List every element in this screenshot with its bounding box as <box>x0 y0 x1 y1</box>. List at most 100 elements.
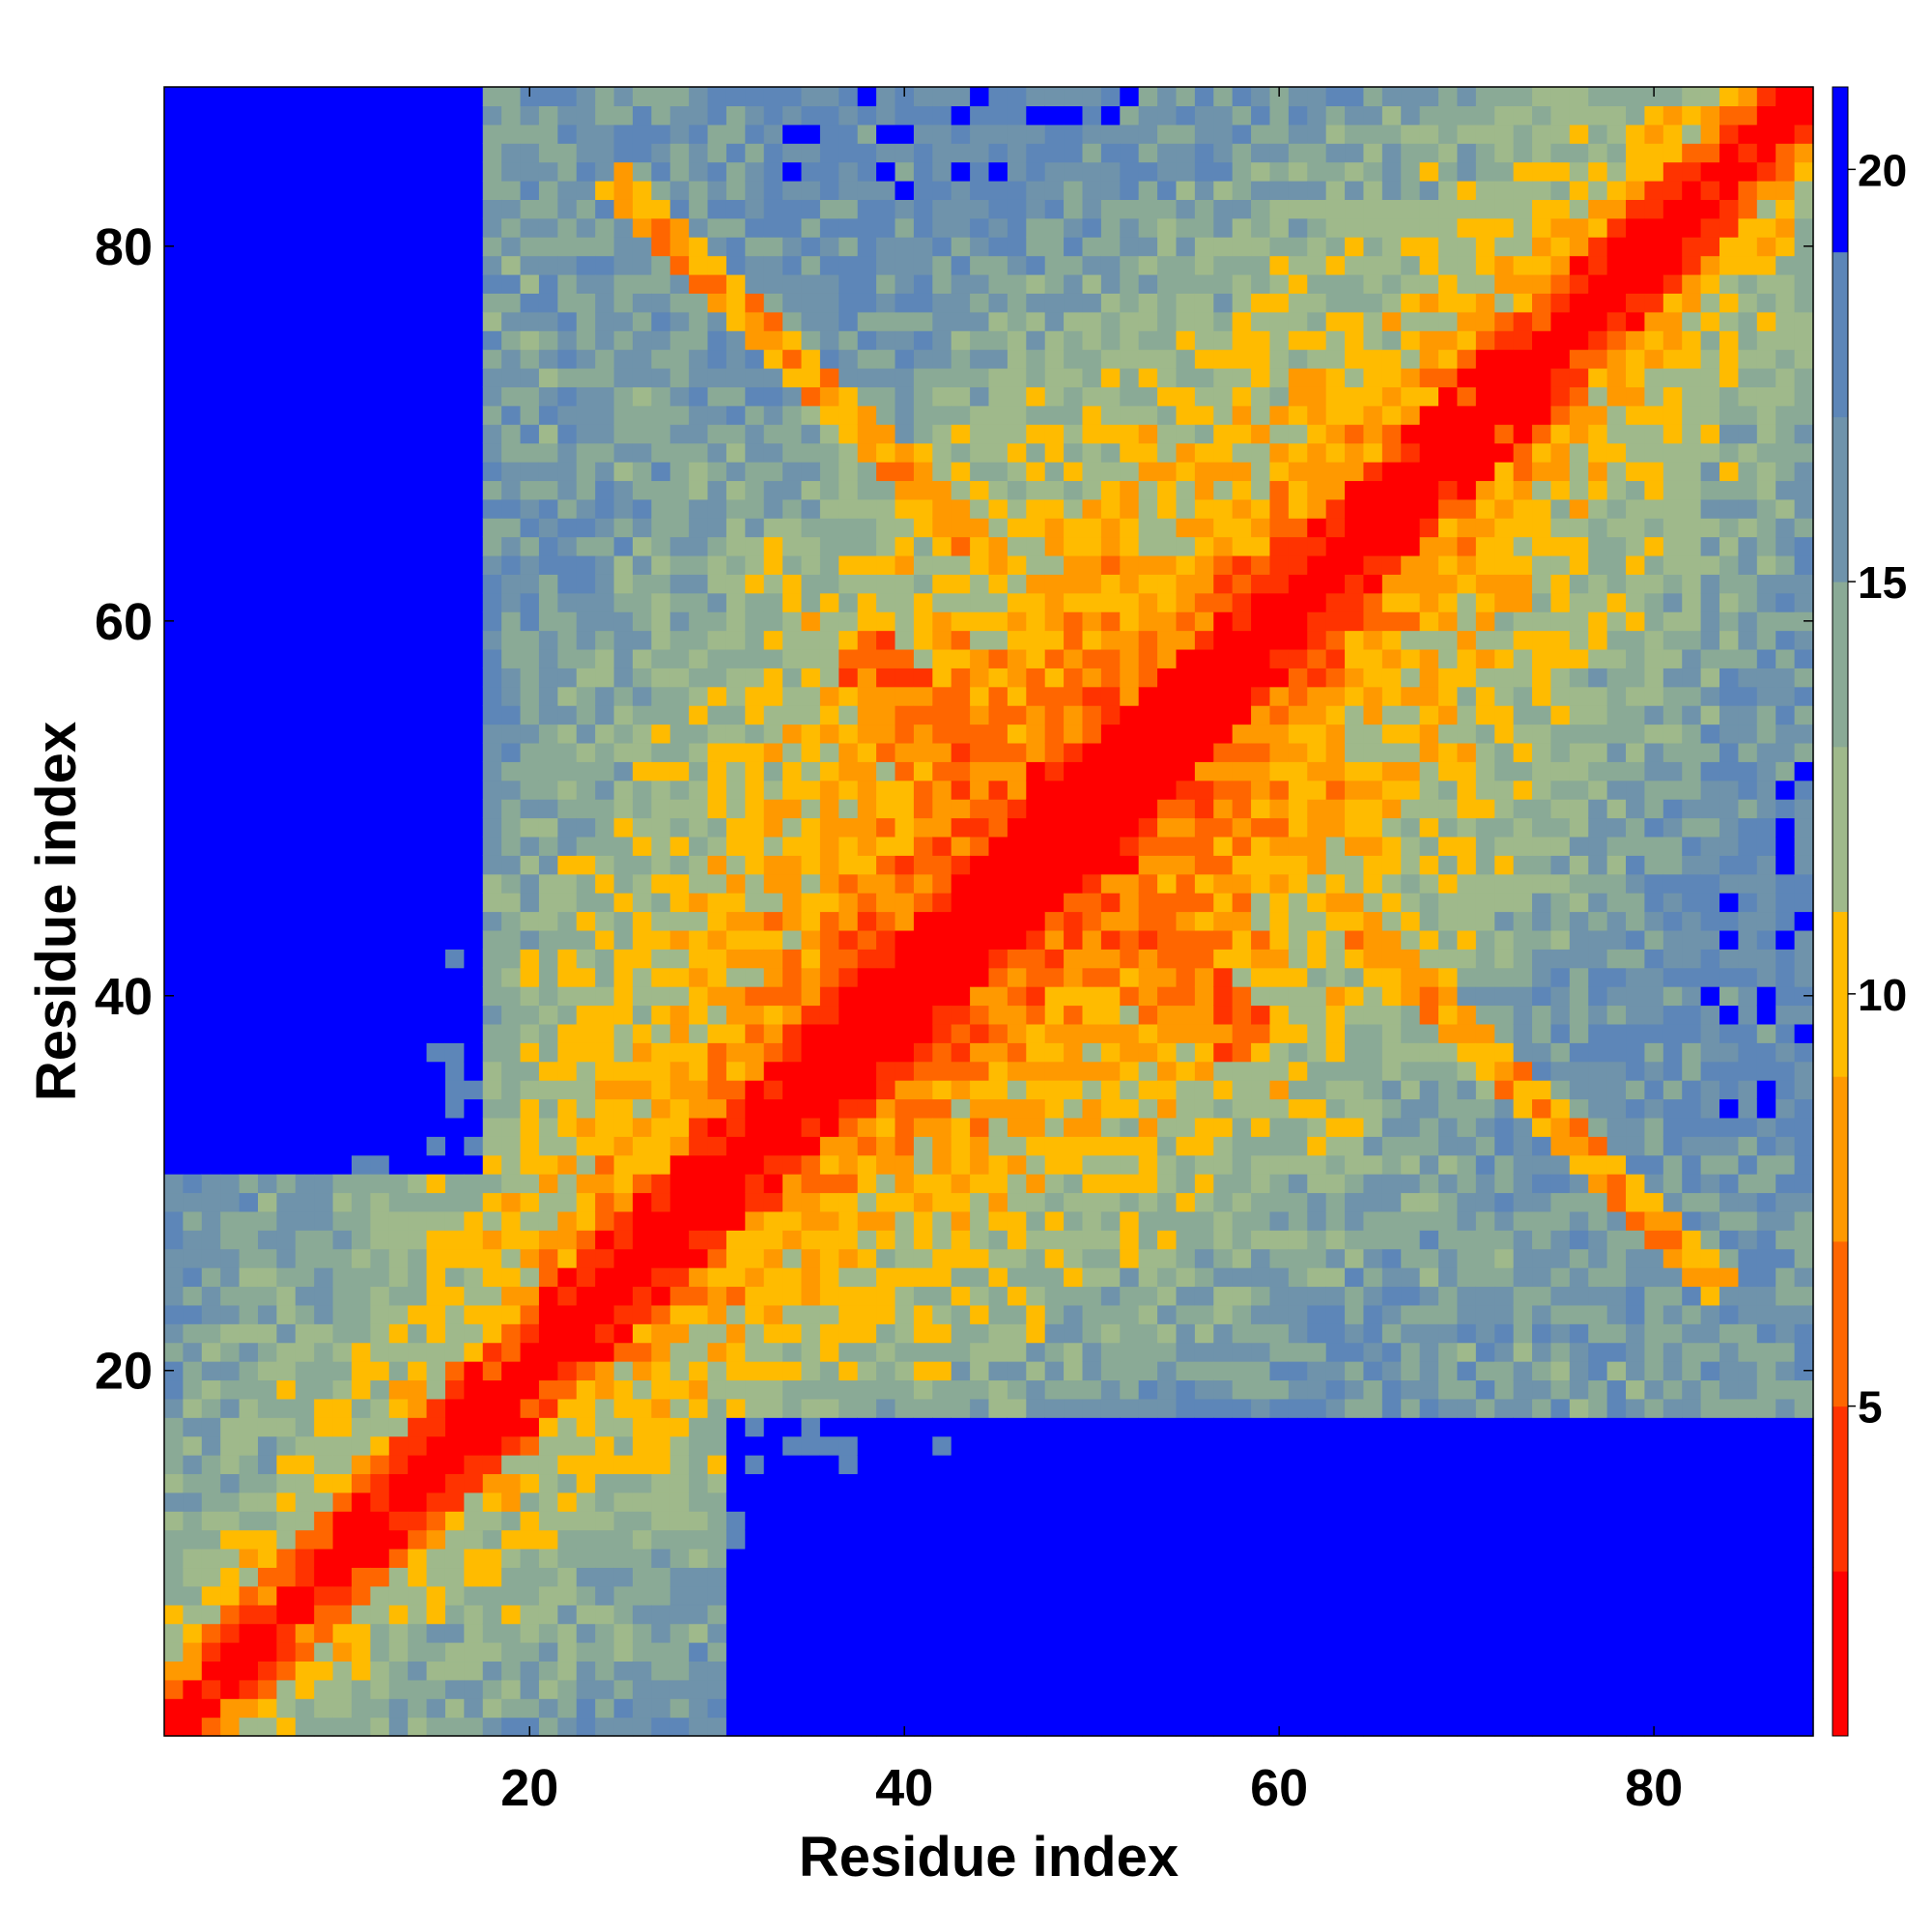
heatmap-cell <box>164 124 184 144</box>
heatmap-cell <box>745 161 765 182</box>
heatmap-cell <box>689 929 709 950</box>
heatmap-cell <box>351 1473 371 1493</box>
heatmap-cell <box>538 1154 558 1175</box>
heatmap-cell <box>632 967 652 987</box>
heatmap-cell <box>1213 1361 1234 1381</box>
heatmap-cell <box>1213 554 1234 575</box>
heatmap-cell <box>988 330 1009 351</box>
heatmap-cell <box>782 761 803 781</box>
heatmap-cell <box>276 1154 297 1175</box>
heatmap-cell <box>763 1435 783 1456</box>
heatmap-cell <box>351 742 371 762</box>
heatmap-cell <box>276 1717 297 1737</box>
heatmap-cell <box>745 911 765 931</box>
heatmap-cell <box>201 611 221 632</box>
heatmap-cell <box>1157 180 1178 200</box>
heatmap-cell <box>745 442 765 463</box>
heatmap-cell <box>576 237 596 257</box>
heatmap-cell <box>819 668 839 688</box>
heatmap-cell <box>201 442 221 463</box>
heatmap-cell <box>164 273 184 294</box>
heatmap-cell <box>388 1323 409 1344</box>
heatmap-cell <box>520 1435 540 1456</box>
heatmap-cell <box>276 1023 297 1043</box>
heatmap-cell <box>557 199 578 219</box>
heatmap-cell <box>426 424 446 444</box>
heatmap-cell <box>1026 1117 1046 1137</box>
heatmap-cell <box>782 1098 803 1119</box>
heatmap-cell <box>988 929 1009 950</box>
heatmap-cell <box>332 1529 353 1549</box>
heatmap-cell <box>632 817 652 838</box>
heatmap-cell <box>876 1286 896 1306</box>
heatmap-cell <box>1026 105 1046 126</box>
heatmap-cell <box>295 611 315 632</box>
heatmap-cell <box>1064 554 1084 575</box>
heatmap-cell <box>988 1585 1009 1605</box>
heatmap-cell <box>408 1698 428 1719</box>
heatmap-cell <box>314 1136 334 1156</box>
heatmap-cell <box>257 1623 277 1643</box>
heatmap-cell <box>669 480 690 500</box>
heatmap-cell <box>444 1473 465 1493</box>
heatmap-cell <box>257 724 277 744</box>
heatmap-cell <box>613 386 634 407</box>
heatmap-cell <box>1157 1361 1178 1381</box>
heatmap-cell <box>557 1061 578 1081</box>
heatmap-cell <box>538 1455 558 1475</box>
heatmap-cell <box>1194 592 1214 612</box>
heatmap-cell <box>1194 442 1214 463</box>
heatmap-cell <box>669 986 690 1007</box>
heatmap-cell <box>725 1230 746 1250</box>
heatmap-cell <box>689 1361 709 1381</box>
heatmap-cell <box>970 817 990 838</box>
heatmap-cell <box>370 1679 390 1699</box>
heatmap-cell <box>1064 1230 1084 1250</box>
heatmap-cell <box>444 293 465 313</box>
heatmap-cell <box>838 1005 859 1025</box>
heatmap-cell <box>314 1098 334 1119</box>
heatmap-cell <box>819 630 839 650</box>
heatmap-cell <box>501 199 522 219</box>
heatmap-cell <box>183 1473 203 1493</box>
heatmap-cell <box>819 574 839 594</box>
heatmap-cell <box>595 1623 615 1643</box>
heatmap-cell <box>651 592 671 612</box>
heatmap-cell <box>370 1005 390 1025</box>
heatmap-cell <box>538 1623 558 1643</box>
heatmap-cell <box>1194 1417 1214 1437</box>
heatmap-cell <box>1213 1511 1234 1531</box>
heatmap-cell <box>801 255 821 275</box>
heatmap-cell <box>576 1473 596 1493</box>
heatmap-cell <box>239 405 259 425</box>
heatmap-cell <box>689 1585 709 1605</box>
heatmap-cell <box>1064 1174 1084 1194</box>
heatmap-cell <box>895 1361 915 1381</box>
heatmap-cell <box>1044 161 1065 182</box>
heatmap-cell <box>557 780 578 800</box>
heatmap-cell <box>689 1248 709 1268</box>
heatmap-cell <box>557 1698 578 1719</box>
heatmap-cell <box>501 1323 522 1344</box>
heatmap-cell <box>351 105 371 126</box>
heatmap-cell <box>557 929 578 950</box>
heatmap-cell <box>164 1210 184 1231</box>
heatmap-cell <box>801 480 821 500</box>
heatmap-cell <box>482 668 502 688</box>
heatmap-cell <box>669 855 690 875</box>
heatmap-cell <box>595 949 615 969</box>
heatmap-cell <box>1082 929 1102 950</box>
heatmap-cell <box>295 1323 315 1344</box>
heatmap-cell <box>501 1698 522 1719</box>
heatmap-cell <box>183 1529 203 1549</box>
heatmap-cell <box>951 799 971 819</box>
heatmap-cell <box>763 592 783 612</box>
heatmap-cell <box>838 724 859 744</box>
heatmap-cell <box>257 742 277 762</box>
heatmap-cell <box>1138 873 1158 894</box>
heatmap-cell <box>988 1623 1009 1643</box>
heatmap-cell <box>538 592 558 612</box>
heatmap-cell <box>576 405 596 425</box>
heatmap-cell <box>988 1005 1009 1025</box>
heatmap-cell <box>557 611 578 632</box>
